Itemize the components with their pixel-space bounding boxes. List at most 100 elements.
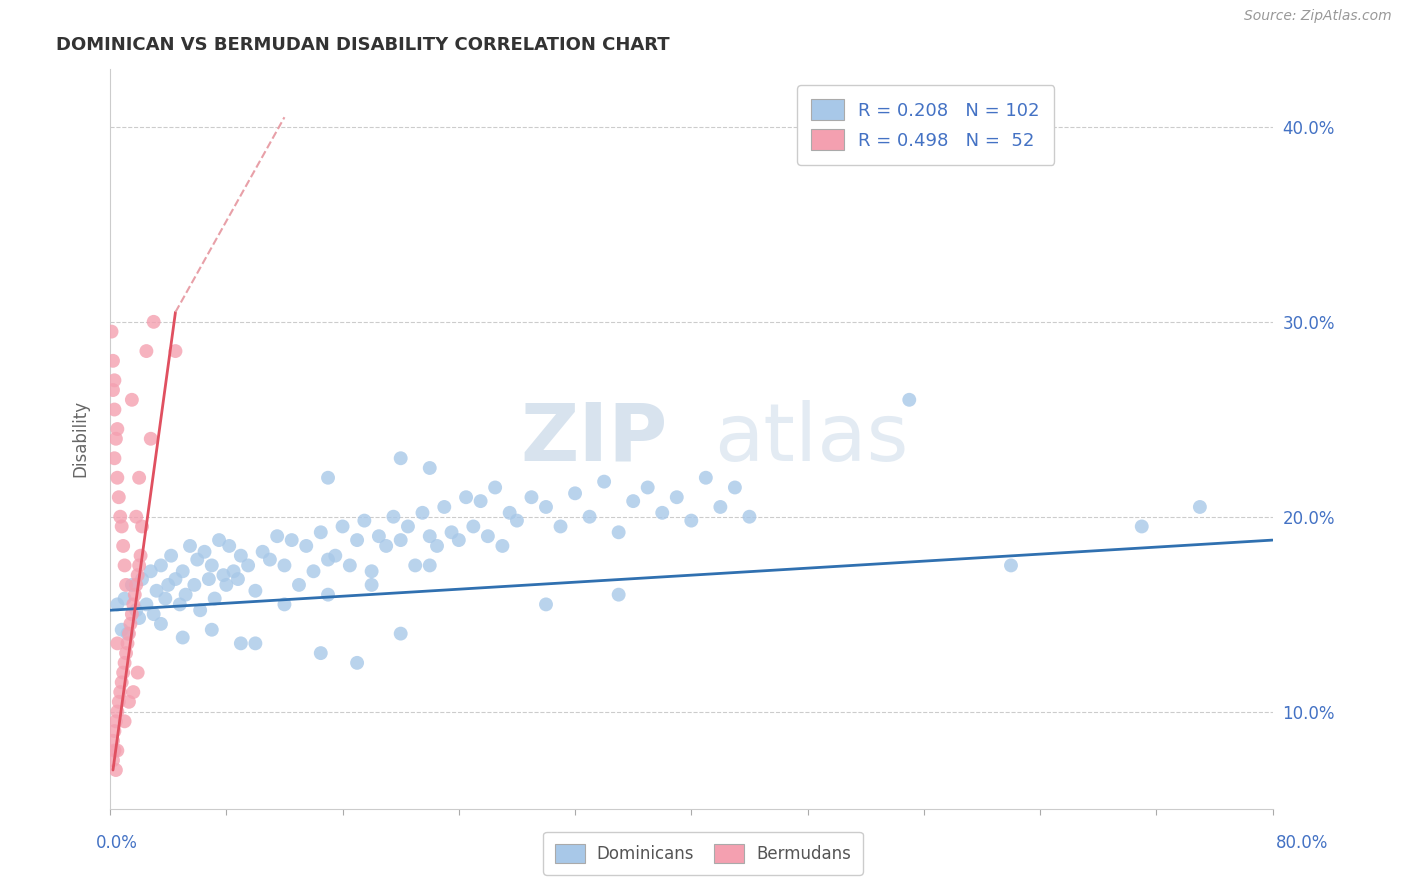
Point (101, 383, 124, 397)
Point (316, 552, 339, 566)
Point (245, 636, 267, 650)
Point (145, 583, 167, 598)
Point (115, 646, 138, 660)
Point (564, 486, 586, 500)
Point (454, 490, 477, 504)
Point (111, 675, 134, 690)
Point (104, 432, 127, 446)
Point (103, 451, 125, 466)
Point (212, 568, 235, 582)
Point (112, 539, 135, 553)
Point (520, 490, 543, 504)
Point (165, 344, 187, 359)
Point (396, 519, 419, 533)
Point (172, 564, 194, 578)
Point (198, 572, 221, 586)
Point (637, 481, 659, 495)
Point (316, 588, 339, 602)
Point (389, 626, 412, 640)
Point (295, 539, 318, 553)
Point (404, 558, 426, 573)
Point (188, 603, 211, 617)
Point (105, 598, 128, 612)
Point (245, 583, 267, 598)
Point (491, 539, 513, 553)
Point (101, 354, 124, 368)
Point (103, 373, 125, 387)
Point (332, 519, 354, 533)
Point (389, 533, 412, 547)
Point (118, 626, 141, 640)
Point (695, 471, 717, 485)
Point (125, 603, 148, 617)
Text: 80.0%: 80.0% (1277, 834, 1329, 852)
Point (477, 529, 499, 543)
Point (105, 705, 128, 719)
Text: DOMINICAN VS BERMUDAN DISABILITY CORRELATION CHART: DOMINICAN VS BERMUDAN DISABILITY CORRELA… (56, 36, 669, 54)
Point (898, 392, 921, 407)
Point (107, 490, 129, 504)
Point (534, 500, 557, 514)
Point (169, 598, 191, 612)
Point (115, 578, 138, 592)
Point (738, 509, 761, 524)
Point (114, 558, 136, 573)
Point (114, 714, 136, 729)
Point (101, 753, 124, 767)
Point (1000, 558, 1022, 573)
Text: ZIP: ZIP (520, 400, 668, 478)
Point (346, 656, 368, 670)
Point (259, 552, 281, 566)
Point (131, 572, 153, 586)
Point (114, 591, 136, 606)
Point (681, 514, 703, 528)
Point (125, 509, 148, 524)
Point (128, 611, 150, 625)
Point (266, 529, 288, 543)
Point (131, 519, 153, 533)
Point (463, 519, 485, 533)
Point (149, 616, 172, 631)
Point (111, 623, 134, 637)
Point (360, 564, 382, 578)
Point (280, 533, 302, 547)
Point (621, 494, 644, 508)
Point (160, 549, 183, 563)
Point (129, 549, 152, 563)
Point (593, 475, 616, 489)
Point (201, 623, 224, 637)
Point (389, 451, 412, 466)
Point (346, 533, 368, 547)
Point (201, 558, 224, 573)
Text: Source: ZipAtlas.com: Source: ZipAtlas.com (1244, 9, 1392, 23)
Point (172, 631, 194, 645)
Point (186, 552, 208, 566)
Point (367, 529, 389, 543)
Point (101, 733, 124, 747)
Text: 0.0%: 0.0% (96, 834, 138, 852)
Point (103, 402, 125, 417)
Point (484, 481, 506, 495)
Point (155, 591, 177, 606)
Point (104, 714, 127, 729)
Point (122, 685, 145, 699)
Point (139, 564, 162, 578)
Point (226, 572, 249, 586)
Point (578, 509, 600, 524)
Point (309, 525, 332, 540)
Point (419, 558, 441, 573)
Point (665, 490, 688, 504)
Point (110, 685, 132, 699)
Point (411, 506, 433, 520)
Point (339, 558, 361, 573)
Point (127, 568, 149, 582)
Point (103, 743, 125, 757)
Point (302, 564, 325, 578)
Point (273, 558, 295, 573)
Point (142, 607, 165, 621)
Point (121, 392, 143, 407)
Point (440, 525, 463, 540)
Point (607, 525, 630, 540)
Point (506, 514, 529, 528)
Point (107, 695, 129, 709)
